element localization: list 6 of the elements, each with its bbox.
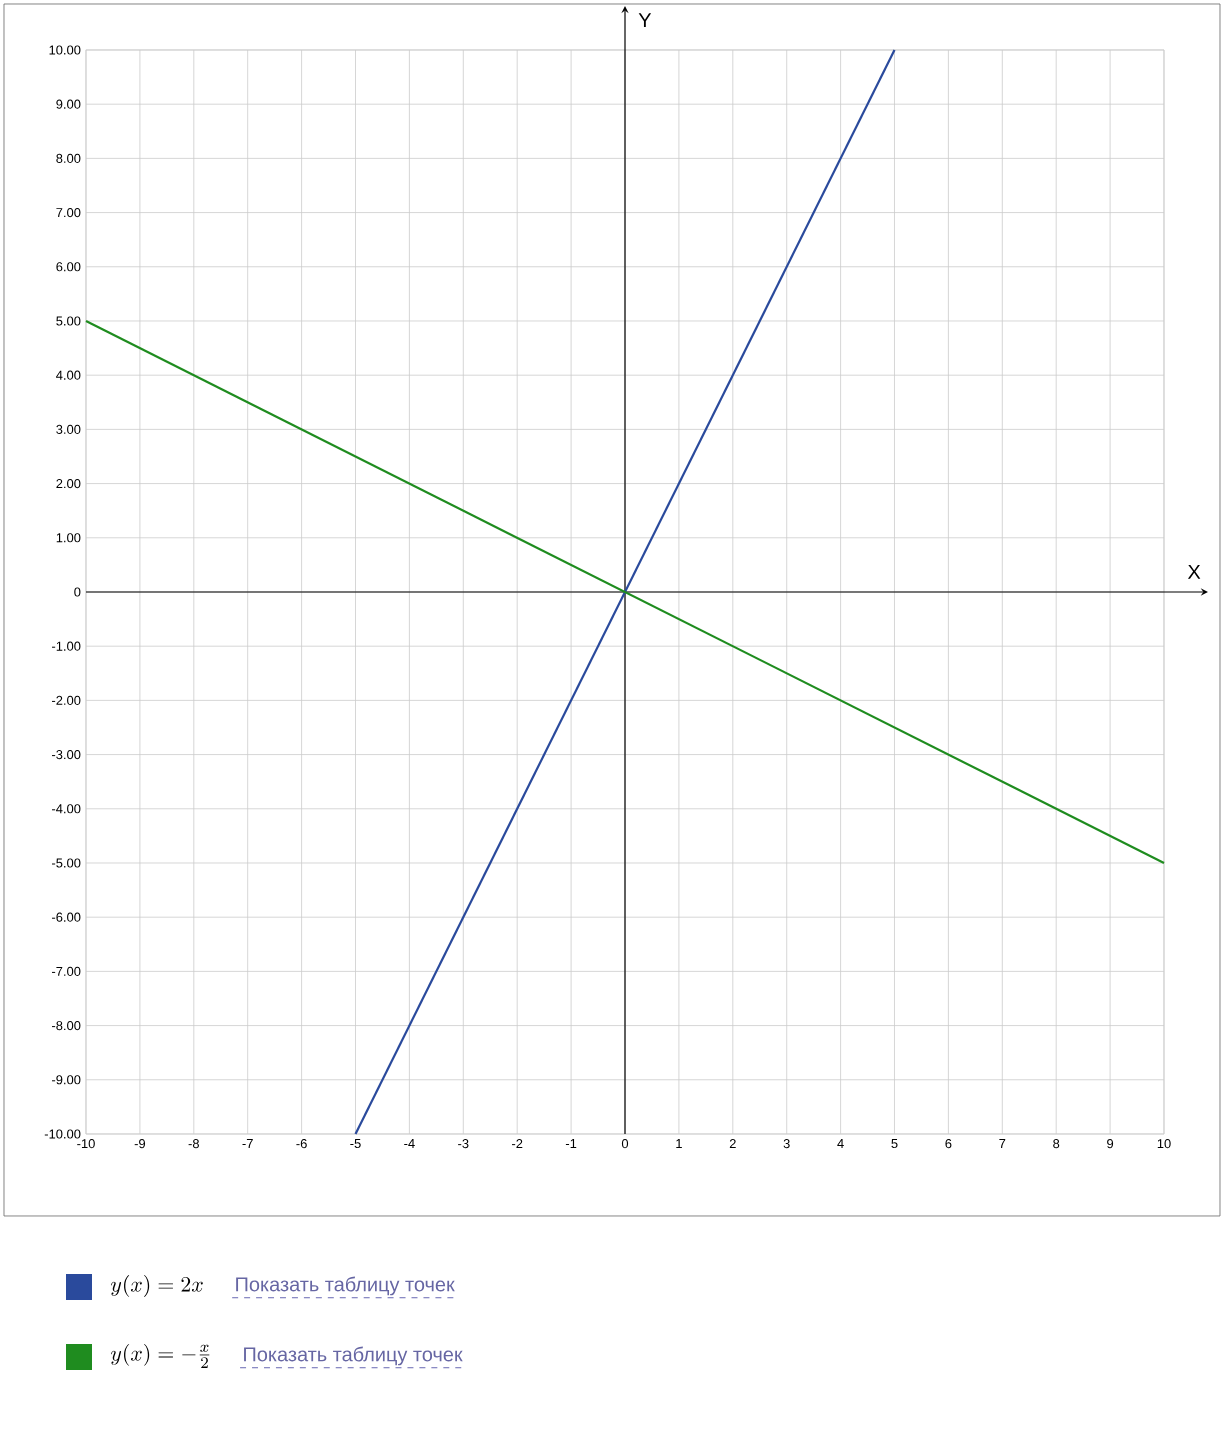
legend-label: $y(x) = -\frac{x}{2}$ [111,1344,210,1368]
text: Показать таблицу точек [236,1276,455,1296]
text: Показать таблицу точек [244,1346,463,1366]
y-axis-title: Y [638,13,652,27]
x-axis-title: X [1187,565,1201,579]
legend-label: $y(x) = 2x$ [111,1275,203,1297]
